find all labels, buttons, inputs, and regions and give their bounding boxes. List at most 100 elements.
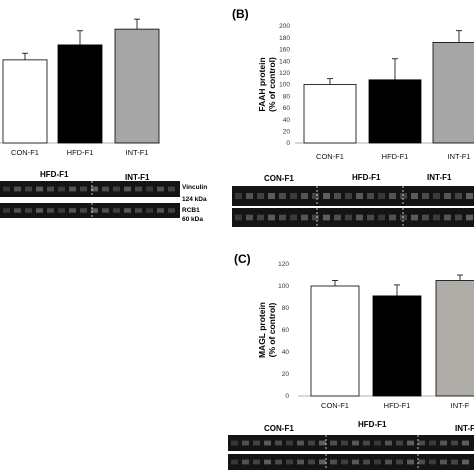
blot-band [462, 440, 469, 446]
blot-group-label: CON-F1 [264, 424, 294, 433]
blot-band [253, 440, 260, 446]
blot-band [257, 193, 264, 199]
blot-group-label: INT-F1 [125, 173, 150, 182]
blot-band [113, 186, 120, 192]
blot-band [356, 214, 363, 221]
blot-band [444, 214, 451, 221]
category-label: INT-F [451, 401, 470, 410]
blot-band [389, 214, 396, 221]
blot-band [25, 186, 32, 192]
blot-band [264, 440, 271, 446]
blot-band [135, 208, 142, 213]
ytick-label: 200 [279, 23, 290, 30]
blot-band [319, 459, 326, 465]
blot-band [146, 186, 153, 192]
y-axis-label: MAGL protein [257, 302, 267, 358]
ytick-label: 100 [278, 283, 289, 290]
band-label: RCB1 [182, 207, 200, 214]
blot-band [157, 208, 164, 213]
blot-band [385, 459, 392, 465]
blot-band [290, 214, 297, 221]
blot-band [319, 440, 326, 446]
blot-group-label: HFD-F1 [358, 420, 387, 429]
blot-band [246, 193, 253, 199]
blot-band [242, 459, 249, 465]
blot-band [363, 440, 370, 446]
western-blot-loading [228, 454, 474, 470]
blot-band [297, 459, 304, 465]
blot-band [429, 440, 436, 446]
blot-band [301, 214, 308, 221]
blot-band [58, 208, 65, 213]
blot-band [157, 186, 164, 192]
blot-band [279, 193, 286, 199]
blot-band [367, 214, 374, 221]
blot-group-label: HFD-F1 [40, 170, 69, 179]
blot-band [235, 193, 242, 199]
blot-band [323, 193, 330, 199]
blot-band [14, 208, 21, 213]
blot-band [396, 459, 403, 465]
blot-band [396, 440, 403, 446]
blot-band [308, 459, 315, 465]
blot-band [275, 459, 282, 465]
blot-band [433, 214, 440, 221]
blot-band [352, 440, 359, 446]
blot-band [36, 186, 43, 192]
blot-band [47, 208, 54, 213]
blot-band [352, 459, 359, 465]
category-label: CON-F1 [11, 148, 39, 157]
panel-label-1: (B) [232, 7, 249, 21]
blot-group-label: INT-F1 [427, 173, 452, 182]
blot-band [345, 193, 352, 199]
ytick-label: 100 [279, 82, 290, 89]
blot-band [36, 208, 43, 213]
blot-group-label: CON-F1 [264, 174, 294, 183]
blot-band [275, 440, 282, 446]
blot-band [341, 440, 348, 446]
blot-band [418, 459, 425, 465]
blot-band [124, 186, 131, 192]
blot-band [389, 193, 396, 199]
blot-band [91, 186, 98, 192]
y-axis-label: (% of control) [267, 57, 277, 112]
blot-band [301, 193, 308, 199]
ytick-label: 180 [279, 35, 290, 42]
bar-hfd-f1 [57, 44, 103, 144]
ytick-label: 160 [279, 47, 290, 54]
blot-band [451, 440, 458, 446]
blot-band [25, 208, 32, 213]
ytick-label: 60 [283, 105, 291, 112]
western-blot-loading [232, 208, 474, 227]
blot-band [113, 208, 120, 213]
y-axis-label: FAAH protein [257, 57, 267, 111]
ytick-label: 40 [282, 349, 290, 356]
blot-band [378, 214, 385, 221]
ytick-label: 140 [279, 58, 290, 65]
mw-marker: 60 kDa [182, 216, 203, 223]
blot-band [235, 214, 242, 221]
blot-band [231, 459, 238, 465]
bar-con-f1 [310, 285, 360, 397]
blot-band [466, 214, 473, 221]
blot-group-label: INT-F [455, 424, 474, 433]
western-blot-magl [228, 435, 474, 451]
blot-band [257, 214, 264, 221]
blot-group-label: HFD-F1 [352, 173, 381, 182]
bar-con-f1 [2, 59, 48, 144]
bar-hfd-f1 [372, 295, 422, 397]
blot-band [102, 208, 109, 213]
blot-band [268, 214, 275, 221]
blot-band [385, 440, 392, 446]
blot-band [80, 186, 87, 192]
blot-band [231, 440, 238, 446]
blot-band [400, 214, 407, 221]
blot-band [330, 459, 337, 465]
blot-band [334, 193, 341, 199]
blot-band [411, 214, 418, 221]
blot-band [444, 193, 451, 199]
blot-band [455, 193, 462, 199]
blot-band [312, 193, 319, 199]
blot-band [69, 186, 76, 192]
